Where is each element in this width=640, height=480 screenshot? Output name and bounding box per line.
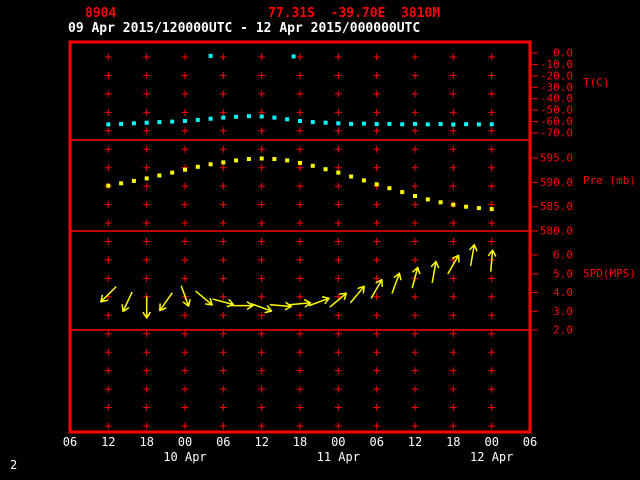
time-tick-label: 00 xyxy=(484,435,498,449)
wind-arrow xyxy=(251,303,273,314)
axis-tick-label: 585.0 xyxy=(540,200,573,213)
time-tick-label: 06 xyxy=(369,435,383,449)
wind-arrow xyxy=(308,296,330,307)
date-label: 12 Apr xyxy=(470,450,513,464)
axis-tick-label: -10.0 xyxy=(540,58,573,71)
axis-tick-label: 580.0 xyxy=(540,225,573,238)
temperature-outliers xyxy=(208,53,296,59)
axis-tick-label: -70.0 xyxy=(540,127,573,140)
wind-arrow xyxy=(447,254,460,275)
wind-arrow xyxy=(159,292,173,312)
wind-arrow xyxy=(430,260,440,283)
wind-arrow xyxy=(180,285,191,307)
axis-pressure: 595.0 590.0 585.0 580.0 Pre (mb) xyxy=(530,152,636,238)
time-tick-label: 12 xyxy=(408,435,422,449)
axis-tick-label: -60.0 xyxy=(540,115,573,128)
axis-tick-label: -30.0 xyxy=(540,81,573,94)
station-location: 77.31S -39.70E 3810M xyxy=(268,6,441,21)
axis-tick-label: -50.0 xyxy=(540,104,573,117)
date-label: 11 Apr xyxy=(317,450,360,464)
axis-wind_speed: 6.0 5.0 4.0 3.0 2.0 SPD(MPS) xyxy=(530,249,636,337)
axis-tick-label: 3.0 xyxy=(553,305,573,318)
time-tick-label: 12 xyxy=(101,435,115,449)
time-tick-label: 06 xyxy=(523,435,537,449)
axis-title-wind_speed: SPD(MPS) xyxy=(583,267,636,280)
axis-tick-label: 5.0 xyxy=(553,267,573,280)
axis-tick-label: 6.0 xyxy=(553,249,573,262)
wind-arrow xyxy=(231,301,254,310)
wind-arrow xyxy=(329,292,348,308)
time-tick-label: 18 xyxy=(293,435,307,449)
temperature-series xyxy=(106,114,494,127)
page-number: 2 xyxy=(10,458,18,472)
axis-tick-label: 0.0 xyxy=(553,47,573,60)
wind-arrow xyxy=(121,291,133,313)
axis-tick-label: -40.0 xyxy=(540,92,573,105)
axis-title-pressure: Pre (mb) xyxy=(583,174,636,187)
time-axis-labels: 06 12 18 00 06 12 18 00 06 12 18 00 06 10 Apr 11 Apr 12… xyxy=(63,435,537,464)
wind-arrows xyxy=(100,243,497,319)
plot-period: 09 Apr 2015/120000UTC - 12 Apr 2015/0000… xyxy=(68,21,421,36)
axis-tick-label: 2.0 xyxy=(553,324,573,337)
wind-arrow xyxy=(288,299,312,308)
axis-tick-label: 595.0 xyxy=(540,152,573,165)
time-tick-label: 18 xyxy=(139,435,153,449)
wind-arrow xyxy=(269,301,293,311)
time-tick-label: 06 xyxy=(216,435,230,449)
wind-arrow xyxy=(487,249,497,272)
wind-arrow xyxy=(370,278,383,299)
plot-frame xyxy=(68,40,532,434)
wind-arrow xyxy=(350,285,365,304)
time-tick-label: 00 xyxy=(331,435,345,449)
time-tick-label: 00 xyxy=(178,435,192,449)
axis-temperature: 0.0-10.0-20.0-30.0-40.0-50.0-60.0-70.0 T(… xyxy=(530,47,610,140)
wind-arrow xyxy=(469,243,478,267)
time-tick-label: 06 xyxy=(63,435,77,449)
wind-arrow xyxy=(391,272,402,294)
pressure-series xyxy=(106,156,494,212)
time-tick-label: 18 xyxy=(446,435,460,449)
wind-arrow xyxy=(142,296,151,319)
wind-arrow xyxy=(195,290,213,306)
date-label: 10 Apr xyxy=(163,450,206,464)
axis-tick-label: 590.0 xyxy=(540,176,573,189)
wind-arrow xyxy=(411,266,421,289)
axis-title-temperature: T(C) xyxy=(583,76,610,89)
time-tick-label: 12 xyxy=(254,435,268,449)
axis-tick-label: 4.0 xyxy=(553,286,573,299)
station-id: 8904 xyxy=(85,6,117,21)
wind-arrow xyxy=(100,286,117,303)
grid-plus-marks xyxy=(104,53,496,430)
axis-tick-label: -20.0 xyxy=(540,69,573,82)
